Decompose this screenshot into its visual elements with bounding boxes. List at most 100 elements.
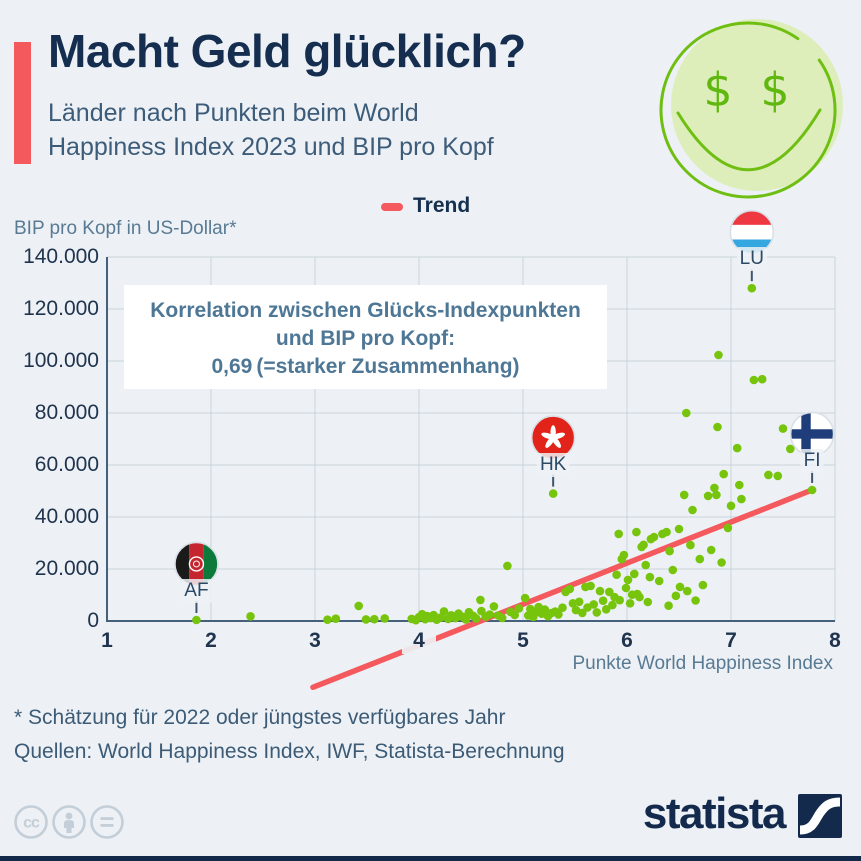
- scatter-point: [497, 613, 507, 623]
- scatter-point: [439, 607, 449, 616]
- scatter-point: [354, 601, 364, 611]
- scatter-point: [639, 540, 648, 550]
- statista-logo[interactable]: statista: [643, 790, 842, 838]
- scatter-point: [601, 605, 611, 614]
- scatter-point: [764, 470, 773, 480]
- scatter-point: [713, 422, 722, 432]
- scatter-point: [749, 375, 759, 385]
- cc-license-icons: cc: [14, 805, 124, 839]
- scatter-point: [643, 597, 653, 607]
- scatter-point: [623, 575, 633, 585]
- scatter-point: [649, 532, 659, 542]
- scatter-point: [520, 593, 530, 603]
- smiley-right-eye: $: [760, 63, 789, 117]
- scatter-point: [682, 408, 691, 418]
- afghanistan-flag-icon: [174, 541, 219, 587]
- cc-attribution-icon[interactable]: [52, 805, 86, 839]
- scatter-point: [732, 443, 742, 453]
- title-accent-bar: [14, 42, 31, 164]
- scatter-point: [635, 592, 644, 602]
- page-subtitle: Länder nach Punkten beim World Happiness…: [48, 96, 494, 164]
- scatter-point: [662, 527, 671, 537]
- scatter-point: [595, 586, 605, 596]
- scatter-point: [246, 612, 255, 621]
- smiley-smile: [676, 108, 822, 172]
- svg-text:cc: cc: [23, 815, 40, 832]
- scatter-point: [703, 491, 713, 501]
- dollar-smiley-icon: $ $: [659, 19, 843, 199]
- scatter-point: [714, 350, 723, 360]
- scatter-point: [489, 602, 499, 611]
- subtitle-line-2: Happiness Index 2023 und BIP pro Kopf: [48, 133, 494, 161]
- cc-icon[interactable]: cc: [14, 805, 48, 839]
- cc-nd-icon[interactable]: [90, 805, 124, 839]
- scatter-point: [619, 550, 629, 560]
- scatter-point: [786, 444, 795, 454]
- scatter-point: [510, 610, 519, 620]
- scatter-point: [574, 597, 584, 607]
- smiley-outline: [659, 21, 837, 199]
- smiley-left-eye: $: [703, 63, 732, 117]
- scatter-point: [514, 604, 524, 613]
- subtitle-line-1: Länder nach Punkten beim World: [48, 99, 419, 127]
- scatter-point: [679, 490, 689, 500]
- scatter-point: [471, 614, 481, 623]
- scatter-point: [747, 283, 757, 293]
- scatter-point: [503, 561, 512, 571]
- trend-line-swatch: [381, 203, 403, 211]
- scatter-point: [605, 587, 614, 597]
- scatter-point: [565, 584, 575, 594]
- scatter-point: [361, 615, 371, 624]
- annotation-line-2: und BIP pro Kopf:: [275, 327, 456, 350]
- scatter-point: [710, 483, 719, 493]
- smiley-fill-circle: [671, 19, 843, 191]
- bottom-bar: [0, 856, 861, 861]
- scatter-point: [331, 614, 341, 623]
- trend-legend-label: Trend: [413, 194, 471, 217]
- hong-kong-flag-icon: [530, 415, 576, 460]
- annotation-line-3: 0,69 (=starker Zusammenhang): [124, 353, 607, 381]
- scatter-point: [717, 558, 726, 567]
- scatter-point: [671, 591, 681, 601]
- statista-logo-mark: [798, 794, 842, 838]
- scatter-point: [612, 570, 621, 579]
- page-title: Macht Geld glücklich?: [48, 25, 526, 77]
- trend-legend: Trend: [381, 194, 470, 218]
- scatter-point: [625, 599, 635, 608]
- scatter-point: [695, 554, 705, 564]
- scatter-point: [608, 600, 617, 610]
- scatter-point: [668, 565, 678, 575]
- scatter-point: [476, 595, 485, 605]
- scatter-point: [192, 615, 201, 625]
- scatter-point: [548, 489, 558, 498]
- scatter-point: [485, 610, 495, 619]
- scatter-point: [630, 569, 639, 579]
- correlation-value: 0,69: [211, 355, 253, 378]
- scatter-point: [757, 374, 767, 384]
- scatter-point: [586, 581, 595, 591]
- scatter-point: [621, 583, 631, 593]
- scatter-point: [719, 469, 728, 479]
- scatter-point: [674, 524, 684, 534]
- scatter-point: [558, 603, 567, 612]
- scatter-point: [664, 601, 673, 610]
- scatter-point: [461, 615, 471, 624]
- scatter-point: [645, 572, 655, 582]
- scatter-point: [598, 596, 608, 605]
- scatter-point: [698, 580, 708, 590]
- correlation-suffix: (=starker Zusammenhang): [256, 355, 520, 378]
- correlation-annotation: Korrelation zwischen Glücks-Indexpunkten…: [124, 285, 607, 389]
- scatter-point: [632, 527, 641, 537]
- scatter-point: [589, 600, 598, 609]
- scatter-point: [323, 615, 332, 624]
- scatter-point: [712, 490, 721, 500]
- scatter-point: [665, 546, 674, 556]
- scatter-point: [615, 595, 624, 605]
- scatter-point: [641, 560, 650, 570]
- scatter-point: [554, 610, 563, 619]
- y-axis-title: BIP pro Kopf in US-Dollar*: [14, 218, 237, 239]
- scatter-point: [370, 614, 379, 624]
- scatter-point: [540, 605, 550, 614]
